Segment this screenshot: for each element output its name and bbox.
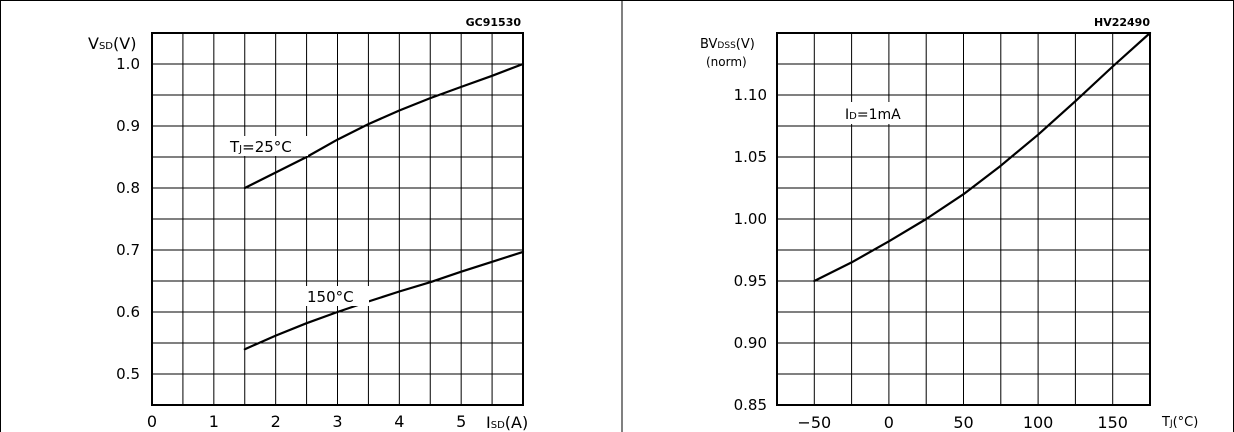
chart-left-x-tick-label: 4 [394,412,404,431]
chart-right: 0.85 0.90 0.95 1.00 1.05 1.10 −50 0 50 100 150 HV… [700,16,1198,432]
chart-right-y-tick-label: 0.90 [734,334,767,352]
chart-left-y-axis-label-sub: SD [99,41,113,52]
chart-left-series [243,62,525,351]
chart-right-y-tick-label: 1.00 [734,210,767,228]
chart-right-y-axis-label-line2: (norm) [706,55,747,69]
chart-right-x-tick-label: 50 [953,413,973,432]
chart-left-series-line-0 [243,62,525,190]
chart-left-y-axis-label: VSD(V) [88,34,136,53]
chart-left-x-tick-label: 5 [456,412,466,431]
chart-left-series-label-150c-text: 150°C [307,288,354,306]
chart-right-y-tick-label: 1.10 [734,86,767,104]
chart-left-plot-border [151,32,524,406]
chart-left-series-label-tj25-bg [228,136,308,156]
chart-left-x-axis-label-unit: (A) [505,413,528,432]
chart-left-y-tick-labels: 0.5 0.6 0.7 0.8 0.9 1.0 [116,55,140,383]
chart-right-series [813,31,1152,283]
chart-left-series-line-1 [243,250,525,351]
chart-left-grid [152,33,523,405]
chart-left-x-axis-label: ISD(A) [486,413,528,432]
chart-left-x-axis-label-sub: SD [491,420,505,431]
chart-right-y-tick-label: 1.05 [734,148,767,166]
chart-left-series-label-150c-rest: 150°C [307,288,354,306]
chart-left-code: GC91530 [466,16,522,29]
chart-left-x-tick-label: 1 [209,412,219,431]
chart-right-x-axis-label: TJ(°C) [1161,415,1198,430]
chart-left-series-label-150c: 150°C [305,286,369,306]
chart-right-x-tick-label: −50 [797,413,831,432]
chart-right-x-tick-label: 0 [884,413,894,432]
chart-left-y-tick-label: 0.9 [116,117,140,135]
chart-right-y-tick-label: 0.85 [734,396,767,414]
chart-right-y-axis-label-unit: (V) [736,37,755,52]
chart-right-y-tick-labels: 0.85 0.90 0.95 1.00 1.05 1.10 [734,86,767,414]
chart-left-x-tick-label: 2 [271,412,281,431]
chart-left-series-label-tj25: TJ=25°C [228,136,308,156]
chart-right-annotation-id-text: ID=1mA [845,107,901,123]
chart-left-series-label-tj25-rest: =25°C [242,138,292,156]
chart-right-y-axis-label-main: BV [700,37,718,52]
chart-right-x-axis-label-sub: J [1169,419,1173,429]
chart-right-annotation-id-sub: D [849,111,857,122]
chart-right-x-tick-label: 100 [1023,413,1054,432]
chart-left-y-axis-label-unit: (V) [113,34,136,53]
chart-right-plot-border [776,32,1151,406]
chart-right-x-axis-label-unit: (°C) [1173,415,1199,430]
chart-left-x-axis-label-main: I [486,413,491,432]
chart-right-annotation-id-main: I [845,107,849,123]
chart-right-y-axis-label-sub: DSS [717,41,736,51]
chart-left-y-tick-label: 0.7 [116,241,140,259]
chart-left-series-label-tj25-text: TJ=25°C [229,138,292,156]
chart-right-annotation-id-rest: =1mA [857,107,901,123]
chart-right-x-tick-labels: −50 0 50 100 150 [797,413,1128,432]
chart-right-annotation-id-bg [840,102,924,124]
chart-right-code: HV22490 [1094,16,1150,29]
chart-left-y-tick-label: 0.5 [116,365,140,383]
chart-left-series-label-tj25-main: T [229,138,240,156]
chart-right-y-tick-label: 0.95 [734,272,767,290]
chart-right-y-axis-label: BVDSS(V) [700,37,755,52]
chart-left-series-label-150c-bg [305,286,369,306]
chart-right-x-axis-label-main: T [1161,415,1170,430]
chart-right-grid [777,33,1150,405]
chart-left-y-tick-label: 1.0 [116,55,140,73]
chart-left-y-axis-label-main: V [88,34,99,53]
chart-left-x-tick-label: 3 [332,412,342,431]
chart-right-x-tick-label: 150 [1097,413,1128,432]
chart-right-annotation-id: ID=1mA [840,102,924,124]
chart-left-x-tick-labels: 0 1 2 3 4 5 [147,412,466,431]
chart-left-y-tick-label: 0.6 [116,303,140,321]
chart-right-series-line-0 [813,31,1152,283]
chart-left-x-tick-label: 0 [147,412,157,431]
chart-left-series-label-tj25-sub: J [238,144,242,155]
chart-left-y-tick-label: 0.8 [116,179,140,197]
